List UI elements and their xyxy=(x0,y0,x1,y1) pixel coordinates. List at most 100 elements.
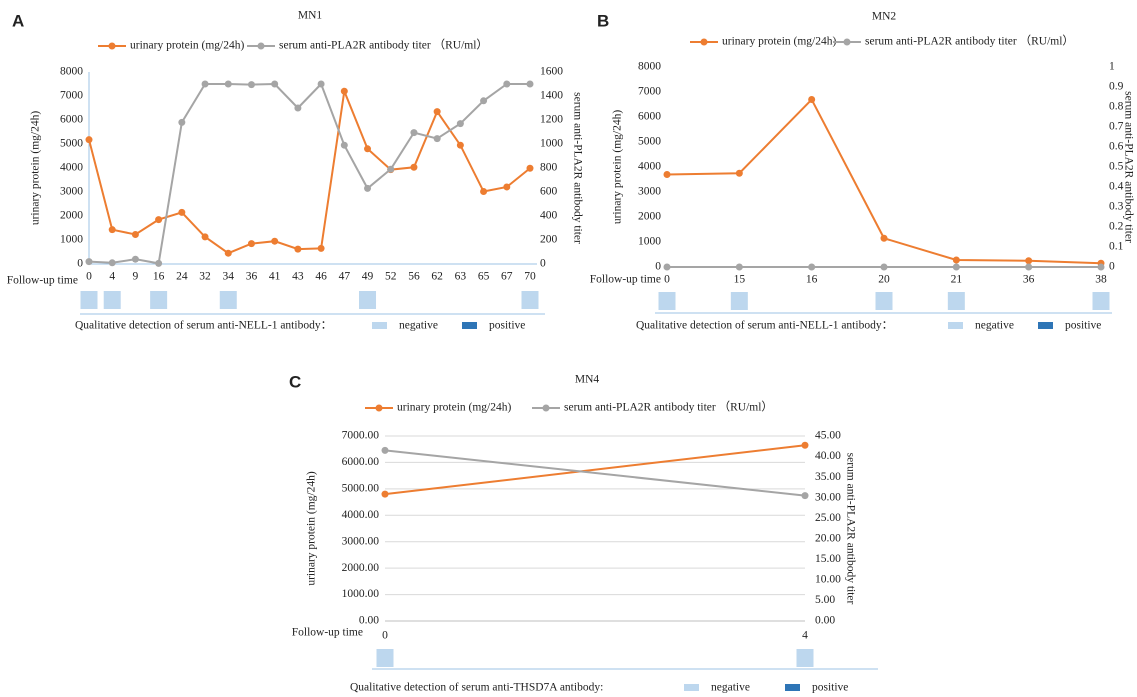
x-tick-label: 63 xyxy=(455,271,467,283)
y-tick-label: 0.00 xyxy=(359,615,379,627)
data-point xyxy=(503,80,511,88)
data-point xyxy=(294,104,302,112)
y2-tick-label: 0 xyxy=(540,258,546,270)
data-point xyxy=(410,163,418,171)
series-line xyxy=(88,82,530,265)
x-tick-label: 38 xyxy=(1095,274,1107,286)
data-point xyxy=(952,256,960,264)
data-point xyxy=(526,80,534,88)
x-tick-label: 21 xyxy=(951,274,963,286)
data-point xyxy=(178,208,186,216)
legend-label: urinary protein (mg/24h) xyxy=(397,402,512,414)
data-point xyxy=(735,263,743,271)
data-point xyxy=(85,136,93,144)
data-point xyxy=(271,237,279,245)
y-axis-label: urinary protein (mg/24h) xyxy=(30,111,42,226)
y2-tick-label: 10.00 xyxy=(815,574,841,586)
data-point xyxy=(155,259,163,267)
legend-label: serum anti-PLA2R antibody titer （RU/ml） xyxy=(279,39,488,52)
detection-legend-label: negative xyxy=(975,320,1014,332)
y-axis-label: urinary protein (mg/24h) xyxy=(306,471,318,586)
y-tick-label: 2000.00 xyxy=(342,562,380,574)
y2-tick-label: 800 xyxy=(540,162,558,174)
y2-tick-label: 0.3 xyxy=(1109,201,1124,213)
y2-tick-label: 35.00 xyxy=(815,471,841,483)
y2-tick-label: 0.1 xyxy=(1109,241,1124,253)
data-point xyxy=(480,188,488,196)
y2-tick-label: 0.4 xyxy=(1109,181,1124,193)
chart-title: MN4 xyxy=(575,374,600,386)
y2-axis-label: serum anti-PLA2R antibody titer xyxy=(1122,91,1134,243)
x-tick-label: 56 xyxy=(408,271,420,283)
detection-box xyxy=(219,291,237,309)
data-point xyxy=(364,184,372,192)
data-point xyxy=(735,169,743,177)
data-point xyxy=(663,263,671,271)
data-point xyxy=(271,80,279,88)
y-tick-label: 5000.00 xyxy=(342,482,380,494)
y-tick-label: 5000 xyxy=(60,138,83,150)
data-point xyxy=(381,490,389,498)
y2-tick-label: 1600 xyxy=(540,66,563,78)
x-tick-label: 65 xyxy=(478,271,490,283)
panel-label: C xyxy=(289,372,301,391)
data-point xyxy=(131,255,139,263)
data-point xyxy=(663,171,671,178)
legend-marker xyxy=(542,404,550,412)
y-tick-label: 4000 xyxy=(638,161,661,173)
x-tick-label: 16 xyxy=(806,274,818,286)
detection-caption: Qualitative detection of serum anti-NELL… xyxy=(636,320,893,332)
y-tick-label: 6000 xyxy=(638,111,661,123)
data-point xyxy=(340,87,348,95)
y2-tick-label: 200 xyxy=(540,234,558,246)
y2-tick-label: 600 xyxy=(540,186,558,198)
detection-legend-swatch xyxy=(1038,322,1053,329)
detection-caption: Qualitative detection of serum anti-THSD… xyxy=(350,682,603,694)
y-tick-label: 2000 xyxy=(638,211,661,223)
y2-tick-label: 1 xyxy=(1109,61,1115,73)
y-tick-label: 8000 xyxy=(60,66,83,78)
y-tick-label: 2000 xyxy=(60,210,83,222)
detection-box xyxy=(875,292,893,310)
legend-marker xyxy=(257,42,265,50)
y2-axis-label: serum anti-PLA2R antibody titer xyxy=(844,453,856,605)
detection-legend-swatch xyxy=(462,322,477,329)
x-tick-label: 9 xyxy=(133,271,139,283)
data-point xyxy=(801,441,809,449)
detection-legend-label: negative xyxy=(399,320,438,332)
data-point xyxy=(387,165,395,173)
data-point xyxy=(526,164,534,172)
data-point xyxy=(801,492,809,500)
panel-label: B xyxy=(597,11,609,30)
detection-box xyxy=(376,649,394,667)
y2-tick-label: 0.00 xyxy=(815,615,835,627)
y-tick-label: 7000 xyxy=(638,86,661,98)
detection-box xyxy=(658,292,676,310)
y-tick-label: 8000 xyxy=(638,61,661,73)
data-point xyxy=(294,245,302,253)
x-tick-label: 4 xyxy=(109,271,115,283)
data-point xyxy=(364,145,372,153)
data-point xyxy=(880,234,888,242)
detection-legend-swatch xyxy=(948,322,963,329)
series-line xyxy=(384,444,806,496)
data-point xyxy=(108,226,116,234)
y2-tick-label: 15.00 xyxy=(815,553,841,565)
y2-tick-label: 1200 xyxy=(540,114,563,126)
data-point xyxy=(155,216,163,224)
x-tick-label: 36 xyxy=(1023,274,1035,286)
x-tick-label: 70 xyxy=(524,271,536,283)
data-point xyxy=(433,108,441,116)
y-tick-label: 5000 xyxy=(638,136,661,148)
y-tick-label: 3000 xyxy=(60,186,83,198)
detection-legend-label: negative xyxy=(711,682,750,694)
series-line xyxy=(384,449,806,497)
data-point xyxy=(317,80,325,88)
data-point xyxy=(480,97,488,105)
x-axis-label: Follow-up time xyxy=(292,627,363,639)
data-point xyxy=(808,263,816,271)
y2-tick-label: 5.00 xyxy=(815,594,835,606)
legend-marker xyxy=(700,38,708,46)
data-point xyxy=(201,233,209,241)
